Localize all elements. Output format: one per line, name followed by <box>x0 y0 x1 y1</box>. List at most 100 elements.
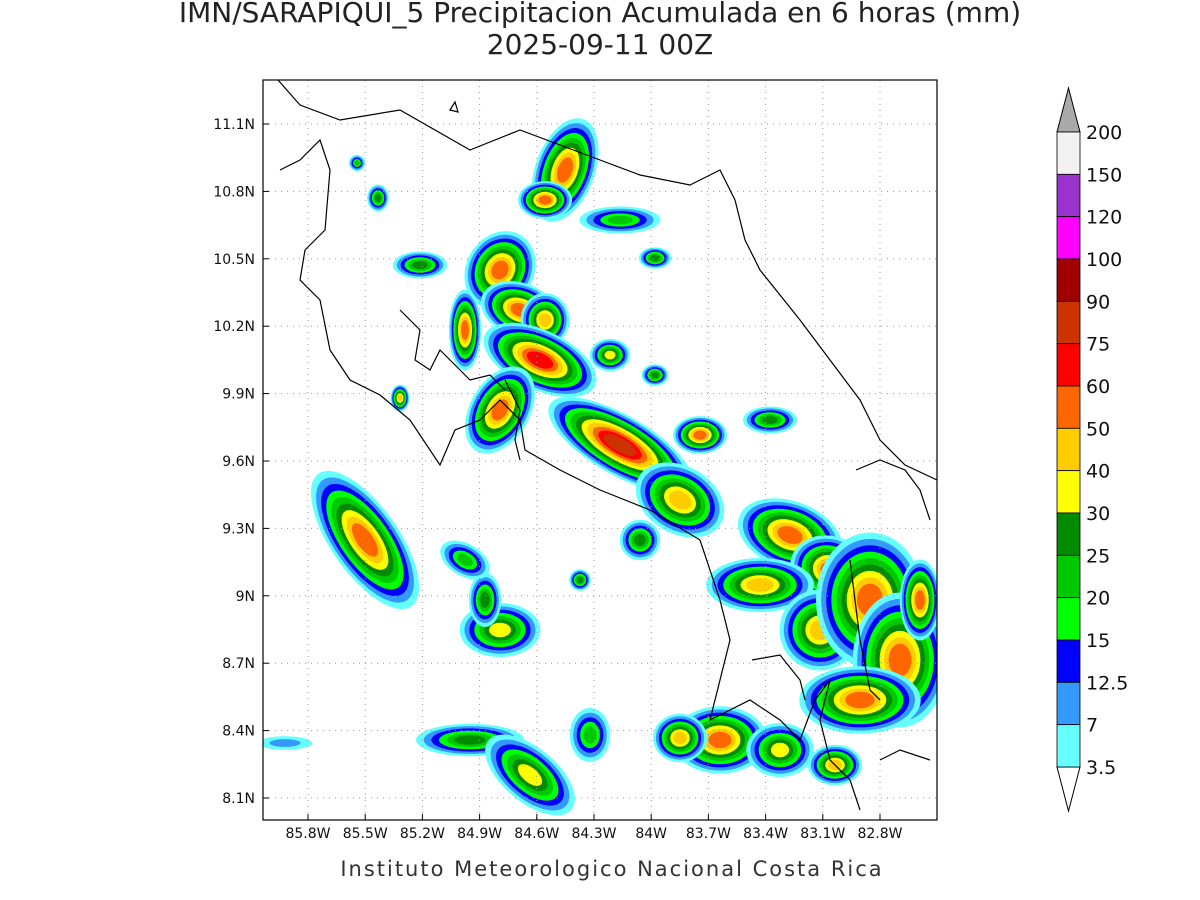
lat-label: 9.9N <box>222 387 255 403</box>
lat-label: 11.1N <box>213 117 255 133</box>
lon-label: 82.8W <box>857 826 902 842</box>
colorbar-band <box>1056 300 1081 345</box>
precip-contour <box>604 350 616 360</box>
precip-contour <box>708 731 732 749</box>
colorbar-band <box>1056 385 1081 429</box>
lon-label: 85.8W <box>285 826 330 842</box>
precip-field <box>263 118 937 816</box>
colorbar-label: 150 <box>1086 164 1122 186</box>
precip-contour <box>888 643 912 677</box>
lat-label: 9N <box>236 589 255 605</box>
precip-contour <box>668 490 692 510</box>
lat-label: 10.8N <box>213 184 255 200</box>
precip-contour <box>556 157 574 183</box>
colorbar-band <box>1056 131 1081 175</box>
precip-contour <box>915 590 925 610</box>
precip-contour <box>457 553 473 567</box>
colorbar-label: 100 <box>1086 249 1122 271</box>
precip-contour <box>489 622 511 638</box>
colorbar-label: 3.5 <box>1086 757 1116 779</box>
colorbar-label: 30 <box>1086 503 1110 525</box>
colorbar-band <box>1056 681 1081 726</box>
precip-contour <box>412 261 428 269</box>
colorbar-label: 7 <box>1086 715 1098 737</box>
colorbar-band <box>1056 470 1081 514</box>
precip-contour <box>374 194 382 202</box>
lat-label: 9.6N <box>222 454 255 470</box>
colorbar-band <box>1056 173 1081 218</box>
lat-label: 10.2N <box>213 319 255 335</box>
colorbar-label: 120 <box>1086 207 1122 229</box>
precip-contour <box>461 320 469 340</box>
lat-label: 9.3N <box>222 521 255 537</box>
colorbar-band <box>1056 512 1081 556</box>
colorbar-label: 50 <box>1086 418 1110 440</box>
colorbar-label: 40 <box>1086 461 1110 483</box>
lon-label: 84.6W <box>514 826 559 842</box>
map-frame <box>262 79 938 821</box>
precip-contour <box>538 313 552 327</box>
lon-label: 85.2W <box>400 826 445 842</box>
precip-contour <box>517 764 543 786</box>
precip-contour <box>454 735 486 745</box>
colorbar-band <box>1056 427 1081 472</box>
colorbar-label: 200 <box>1086 122 1122 144</box>
lon-label: 83.4W <box>743 826 788 842</box>
precip-contour <box>693 430 707 440</box>
precip-contour <box>354 160 360 166</box>
precip-contour <box>576 576 584 584</box>
footer: Instituto Meteorologico Nacional Costa R… <box>340 857 883 881</box>
precip-contour <box>673 731 687 745</box>
colorbar-label: 12.5 <box>1086 672 1128 694</box>
precip-contour <box>762 416 778 424</box>
precip-contour <box>480 592 490 608</box>
lat-label: 10.5N <box>213 252 255 268</box>
precip-contour <box>603 434 637 456</box>
colorbar-band <box>1056 258 1081 302</box>
precip-contour <box>746 578 774 592</box>
lon-label: 85.5W <box>343 826 388 842</box>
precip-contour <box>607 215 633 225</box>
precip-contour <box>526 351 554 369</box>
precip-contour <box>845 691 875 709</box>
precip-contour <box>538 195 552 205</box>
colorbar: 200 150 120 100 90 75 60 50 40 30 25 20 15 12.5 7 3.5 <box>1056 86 1128 813</box>
precip-contour <box>583 726 597 744</box>
colorbar-label: 20 <box>1086 588 1110 610</box>
precip-contour <box>634 534 646 546</box>
title: IMN/SARAPIQUI_5 Precipitacion Acumulada … <box>179 0 1021 29</box>
colorbar-over <box>1056 86 1081 133</box>
precip-contour <box>269 739 301 747</box>
graticule: 85.8W 85.5W 85.2W 84.9W 84.6W 84.3W 84W 83.7W 83… <box>213 80 937 842</box>
colorbar-band <box>1056 639 1081 683</box>
lon-label: 84W <box>635 826 667 842</box>
colorbar-band <box>1056 343 1081 387</box>
precip-contour <box>650 254 660 262</box>
precip-contour <box>491 260 509 280</box>
precip-contour <box>770 742 790 758</box>
colorbar-under <box>1056 766 1081 813</box>
colorbar-label: 75 <box>1086 334 1110 356</box>
lat-label: 8.1N <box>222 791 255 807</box>
colorbar-band <box>1056 724 1081 768</box>
colorbar-label: 25 <box>1086 545 1110 567</box>
precip-contour <box>651 371 659 379</box>
lon-label: 83.7W <box>686 826 731 842</box>
subtitle: 2025-09-11 00Z <box>487 28 713 61</box>
precip-contour <box>777 526 803 544</box>
lon-label: 83.1W <box>800 826 845 842</box>
lat-label: 8.4N <box>222 724 255 740</box>
colorbar-label: 90 <box>1086 291 1110 313</box>
colorbar-label: 60 <box>1086 376 1110 398</box>
lon-label: 84.3W <box>571 826 616 842</box>
colorbar-band <box>1056 216 1081 260</box>
colorbar-label: 15 <box>1086 630 1110 652</box>
precip-contour <box>351 523 379 557</box>
coastlines <box>277 80 937 811</box>
lat-label: 8.7N <box>222 656 255 672</box>
colorbar-band <box>1056 554 1081 599</box>
colorbar-band <box>1056 597 1081 641</box>
precip-contour <box>397 394 403 402</box>
lon-label: 84.9W <box>457 826 502 842</box>
